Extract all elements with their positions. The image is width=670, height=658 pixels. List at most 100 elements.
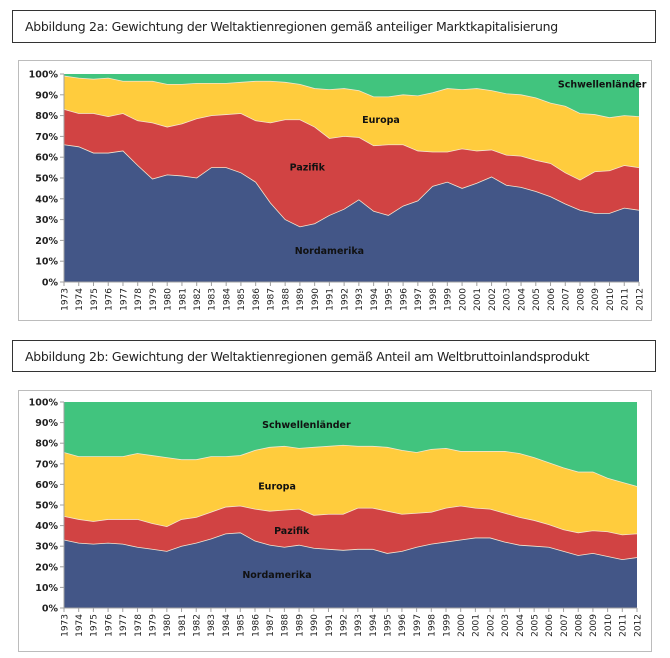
figure-2a-x-tick-label: 2007 — [562, 288, 572, 311]
figure-2a-area-nordamerika — [64, 144, 639, 282]
figure-2b-x-tick-label: 1980 — [163, 614, 173, 637]
figure-2a-x-tick-label: 1977 — [119, 288, 129, 311]
figure-2b-x-tick-label: 1974 — [75, 614, 85, 637]
figure-2b-area-nordamerika — [64, 532, 637, 608]
figure-2b-x-tick-label: 1977 — [119, 614, 129, 637]
figure-2a-x-tick-label: 1978 — [134, 288, 144, 311]
figure-2a-x-tick-label: 1987 — [267, 288, 277, 311]
figure-2b-x-tick-label: 1992 — [339, 614, 349, 637]
figure-2b-title: Abbildung 2b: Gewichtung der Weltaktienr… — [25, 348, 590, 364]
figure-2a-x-tick-label: 1988 — [281, 288, 291, 311]
figure-2a-y-tick-label: 70% — [35, 132, 58, 143]
figure-2b-boundary-europa — [63, 444, 638, 487]
figure-2b-x-tick-label: 2008 — [575, 614, 585, 637]
figure-2b-x-tick-label: 1996 — [398, 614, 408, 637]
figure-2b-series-labels: Schwellenländer Europa Pazifik Nordamerika — [242, 420, 351, 581]
figure-2a-label-schwellenlaender: Schwellenländer — [558, 80, 647, 91]
figure-2a-area-pazifik — [64, 109, 639, 227]
figure-2b-x-tick-label: 2004 — [516, 614, 526, 637]
figure-2a-x-tick-label: 1984 — [222, 288, 232, 311]
figure-2b-y-tick-label: 100% — [29, 398, 59, 409]
figure-2a-boundary-europa — [63, 75, 640, 119]
figure-2a-area-schwellenlaender — [64, 74, 639, 118]
figure-2a-x-tick-label: 1974 — [75, 288, 85, 311]
figure-2b-x-tick-label: 2011 — [619, 614, 629, 637]
figure-2a-x-tick-label: 2003 — [503, 288, 513, 311]
figure-2b-x-tick-label: 2002 — [486, 614, 496, 637]
figure-2a-x-tick-label: 1990 — [311, 288, 321, 311]
figure-2a-y-tick-label: 10% — [35, 257, 58, 268]
figure-2a-x-tick-label: 2009 — [591, 288, 601, 311]
figure-2a-y-tick-label: 0% — [42, 278, 59, 289]
figure-2b-x-tick-label: 1976 — [104, 614, 114, 637]
figure-2a-y-tick-label: 90% — [35, 90, 58, 101]
figure-2b-title-box: Abbildung 2b: Gewichtung der Weltaktienr… — [12, 340, 656, 372]
figure-2a-axes: 0% 10% 20% 30% 40% 50% 60% 70% 80% 90% 100% 1973 197… — [29, 70, 646, 311]
figure-2b-y-tick-label: 90% — [35, 418, 58, 429]
figure-2a-x-tick-label: 1998 — [429, 288, 439, 311]
figure-2b-area-pazifik — [64, 506, 637, 560]
figure-2a-label-europa: Europa — [362, 115, 400, 126]
figure-2b-areas — [63, 402, 638, 608]
figure-2a-x-tick-label: 2000 — [458, 288, 468, 311]
figure-2b-x-tick-label: 2007 — [560, 614, 570, 637]
figure-2a-area-europa — [64, 76, 639, 181]
figure-2b-x-tick-label: 1993 — [354, 614, 364, 637]
figure-2b-x-tick-label: 2001 — [472, 614, 482, 637]
figure-2a-x-tick-label: 1976 — [105, 288, 115, 311]
figure-2a-label-nordamerika: Nordamerika — [295, 246, 364, 257]
figure-2a-x-tick-label: 1993 — [355, 288, 365, 311]
figure-2b-label-europa: Europa — [258, 482, 296, 493]
figure-2b-x-tick-label: 1997 — [413, 614, 423, 637]
figure-2b-svg: 0% 10% 20% 30% 40% 50% 60% 70% 80% 90% 100% 1973 197… — [29, 398, 644, 637]
figure-2b-y-tick-label: 30% — [35, 542, 58, 553]
figure-2b-x-tick-label: 2009 — [589, 614, 599, 637]
figure-2a-y-tick-label: 50% — [35, 174, 58, 185]
figure-2b-x-tick-label: 1991 — [325, 614, 335, 637]
figure-2b-y-tick-label: 20% — [35, 562, 58, 573]
figure-2a-x-tick-label: 2010 — [606, 288, 616, 311]
figure-2b-x-tick-label: 1988 — [281, 614, 291, 637]
figure-2a-x-tick-label: 1979 — [149, 288, 159, 311]
figure-2a-title: Abbildung 2a: Gewichtung der Weltaktienr… — [25, 19, 558, 34]
figure-2b-boundary-pazifik — [63, 505, 638, 536]
figure-2b-y-tick-label: 50% — [35, 501, 58, 512]
figure-2b-x-tick-label: 1982 — [193, 614, 203, 637]
figure-2a-series-labels: Schwellenländer Europa Pazifik Nordamerika — [290, 80, 647, 257]
figure-2a-x-tick-label: 1995 — [385, 288, 395, 311]
figure-2b-x-tick-label: 1973 — [60, 614, 70, 637]
figure-2b-y-tick-label: 70% — [35, 459, 58, 470]
figure-2a-y-tick-label: 30% — [35, 215, 58, 226]
figure-2b-area-schwellenlaender — [64, 402, 637, 487]
figure-2a-x-tick-label: 1996 — [399, 288, 409, 311]
figure-2b-boundary-nordamerika — [63, 532, 638, 560]
figure-2a-title-box: Abbildung 2a: Gewichtung der Weltaktienr… — [12, 10, 656, 43]
figure-2a-label-pazifik: Pazifik — [290, 163, 326, 174]
figure-2a-x-tick-label: 1983 — [208, 288, 218, 311]
figure-2b-y-tick-label: 10% — [35, 583, 58, 594]
figure-2b-x-tick-label: 1984 — [222, 614, 232, 637]
figure-2a-y-tick-label: 100% — [29, 70, 59, 81]
figure-2a-x-tick-label: 2006 — [547, 288, 557, 311]
figure-2a-areas — [63, 74, 640, 282]
figure-2a-x-tick-label: 1980 — [164, 288, 174, 311]
figure-2b-chart: 0% 10% 20% 30% 40% 50% 60% 70% 80% 90% 100% 1973 197… — [18, 390, 652, 652]
figure-2b-x-tick-label: 1975 — [90, 614, 100, 637]
figure-2b-x-tick-label: 2006 — [545, 614, 555, 637]
figure-2a-x-tick-label: 1991 — [326, 288, 336, 311]
figure-2a-svg: 0% 10% 20% 30% 40% 50% 60% 70% 80% 90% 100% 1973 197… — [29, 70, 647, 311]
figure-2b-x-tick-label: 2012 — [633, 614, 643, 637]
figure-2b-x-tick-label: 2005 — [530, 614, 540, 637]
figure-2b-y-tick-label: 60% — [35, 480, 58, 491]
figure-2a-x-tick-label: 1985 — [237, 288, 247, 311]
figure-2a-x-tick-label: 1982 — [193, 288, 203, 311]
figure-2b-x-tick-label: 1983 — [207, 614, 217, 637]
figure-2a-chart: 0% 10% 20% 30% 40% 50% 60% 70% 80% 90% 100% 1973 197… — [18, 60, 652, 321]
figure-2b-x-tick-label: 1995 — [384, 614, 394, 637]
figure-2a-x-tick-label: 1981 — [178, 288, 188, 311]
figure-2b-x-tick-label: 2010 — [604, 614, 614, 637]
figure-2b-x-tick-label: 1981 — [178, 614, 188, 637]
figure-2b-y-tick-label: 40% — [35, 521, 58, 532]
figure-2b-axes: 0% 10% 20% 30% 40% 50% 60% 70% 80% 90% 100% 1973 197… — [29, 398, 644, 637]
figure-2b-x-tick-label: 2003 — [501, 614, 511, 637]
